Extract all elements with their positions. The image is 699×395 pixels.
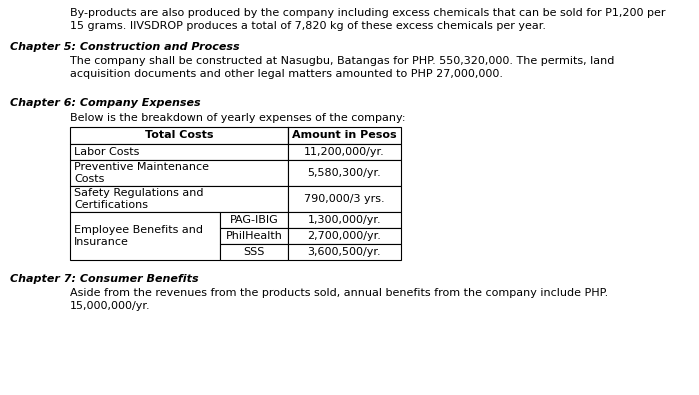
Text: 5,580,300/yr.: 5,580,300/yr. xyxy=(308,168,382,178)
Text: The company shall be constructed at Nasugbu, Batangas for PHP. 550,320,000. The : The company shall be constructed at Nasu… xyxy=(70,56,614,66)
Bar xyxy=(220,212,288,228)
Bar xyxy=(288,244,401,260)
Text: acquisition documents and other legal matters amounted to PHP 27,000,000.: acquisition documents and other legal ma… xyxy=(70,69,503,79)
Text: SSS: SSS xyxy=(243,247,265,257)
Text: Amount in Pesos: Amount in Pesos xyxy=(292,130,397,141)
Text: Chapter 6: Company Expenses: Chapter 6: Company Expenses xyxy=(10,98,201,108)
Text: PhilHealth: PhilHealth xyxy=(226,231,282,241)
Text: Employee Benefits and
Insurance: Employee Benefits and Insurance xyxy=(74,225,203,247)
Bar xyxy=(70,144,288,160)
Text: Labor Costs: Labor Costs xyxy=(74,147,139,157)
Text: Aside from the revenues from the products sold, annual benefits from the company: Aside from the revenues from the product… xyxy=(70,288,608,298)
Bar xyxy=(288,212,401,228)
Text: Safety Regulations and
Certifications: Safety Regulations and Certifications xyxy=(74,188,203,210)
Bar xyxy=(288,144,401,160)
Bar xyxy=(288,127,401,144)
Text: 11,200,000/yr.: 11,200,000/yr. xyxy=(304,147,385,157)
Bar xyxy=(220,244,288,260)
Bar xyxy=(288,186,401,212)
Bar xyxy=(220,228,288,244)
Bar xyxy=(288,160,401,186)
Text: Preventive Maintenance
Costs: Preventive Maintenance Costs xyxy=(74,162,209,184)
Text: Total Costs: Total Costs xyxy=(145,130,213,141)
Text: 3,600,500/yr.: 3,600,500/yr. xyxy=(308,247,382,257)
Bar xyxy=(288,228,401,244)
Text: 1,300,000/yr.: 1,300,000/yr. xyxy=(308,215,382,225)
Text: Chapter 7: Consumer Benefits: Chapter 7: Consumer Benefits xyxy=(10,274,199,284)
Bar xyxy=(70,212,220,260)
Text: PAG-IBIG: PAG-IBIG xyxy=(230,215,278,225)
Text: 2,700,000/yr.: 2,700,000/yr. xyxy=(308,231,382,241)
Text: Below is the breakdown of yearly expenses of the company:: Below is the breakdown of yearly expense… xyxy=(70,113,405,123)
Bar xyxy=(70,127,288,144)
Bar xyxy=(70,186,288,212)
Text: 790,000/3 yrs.: 790,000/3 yrs. xyxy=(304,194,385,204)
Text: 15 grams. IIVSDROP produces a total of 7,820 kg of these excess chemicals per ye: 15 grams. IIVSDROP produces a total of 7… xyxy=(70,21,546,31)
Text: Chapter 5: Construction and Process: Chapter 5: Construction and Process xyxy=(10,42,240,52)
Text: 15,000,000/yr.: 15,000,000/yr. xyxy=(70,301,150,311)
Bar xyxy=(70,160,288,186)
Text: By-products are also produced by the company including excess chemicals that can: By-products are also produced by the com… xyxy=(70,8,665,18)
